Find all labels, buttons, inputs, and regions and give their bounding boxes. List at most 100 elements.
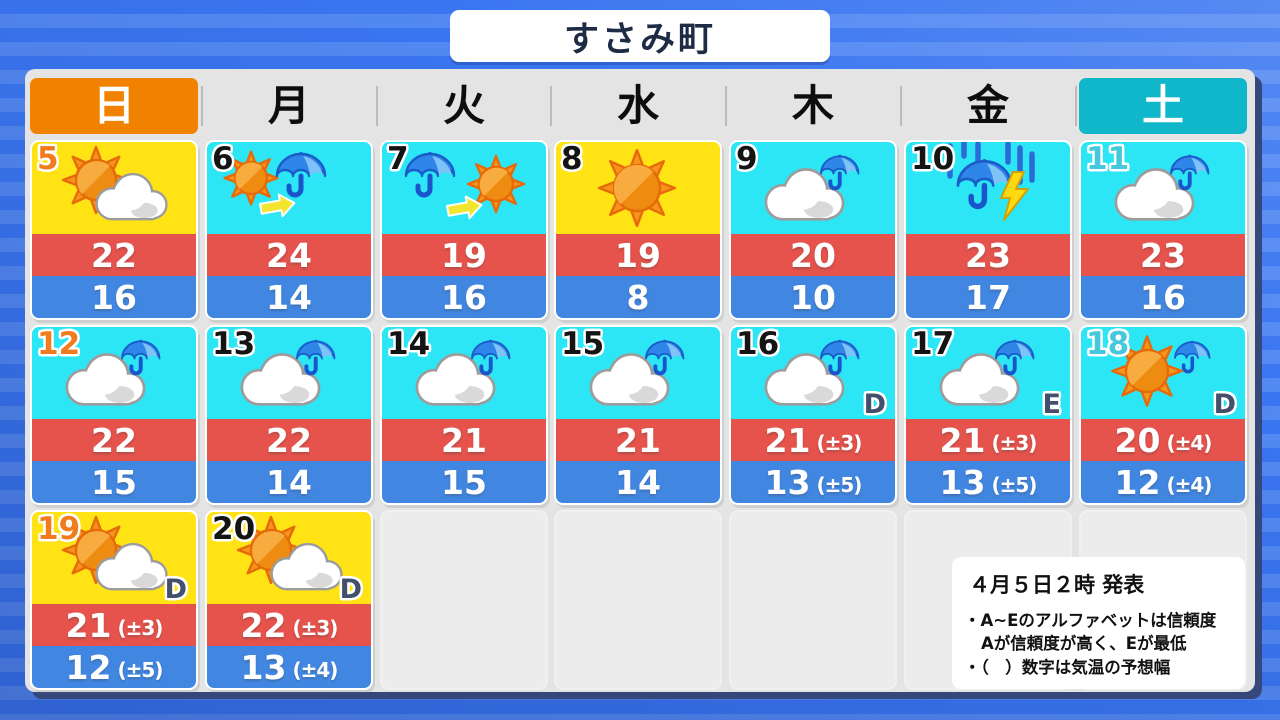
- header-divider: [201, 86, 203, 126]
- high-temp-range: (±4): [1166, 430, 1212, 455]
- date-label: 11: [1086, 141, 1130, 177]
- low-temp-band: 12 (±4): [1081, 461, 1245, 503]
- weekday-header-sun: 日: [30, 78, 198, 134]
- reliability-badge: D: [863, 389, 886, 420]
- high-temp-band: 22: [32, 419, 196, 461]
- day-cell-11: 11 23 16: [1079, 140, 1247, 320]
- low-temp: 13: [240, 647, 287, 687]
- low-temp-band: 13 (±4): [207, 646, 371, 688]
- date-label: 12: [37, 326, 81, 362]
- low-temp: 15: [441, 462, 487, 502]
- high-temp: 23: [1140, 235, 1186, 275]
- low-temp-band: 14: [556, 461, 720, 503]
- high-temp-band: 20 (±4): [1081, 419, 1245, 461]
- sky-area: 5: [32, 142, 196, 234]
- low-temp: 12: [65, 647, 112, 687]
- high-temp-range: (±3): [292, 615, 338, 640]
- high-temp-range: (±3): [816, 430, 862, 455]
- sky-area: 6: [207, 142, 371, 234]
- date-label: 5: [37, 141, 59, 177]
- low-temp-range: (±5): [816, 472, 862, 497]
- low-temp: 16: [1140, 277, 1186, 317]
- low-temp: 14: [266, 277, 312, 317]
- low-temp-range: (±4): [292, 657, 338, 682]
- low-temp: 8: [626, 277, 650, 317]
- day-cell-14: 14 21 15: [380, 325, 548, 505]
- high-temp-band: 22: [32, 234, 196, 276]
- high-temp-band: 21: [382, 419, 546, 461]
- high-temp: 22: [266, 420, 312, 460]
- sky-area: 12: [32, 327, 196, 419]
- high-temp-band: 21: [556, 419, 720, 461]
- empty-cell: [729, 510, 897, 690]
- date-label: 19: [37, 511, 81, 547]
- high-temp-band: 22: [207, 419, 371, 461]
- day-cell-7: 7 19 16: [380, 140, 548, 320]
- low-temp-range: (±5): [117, 657, 163, 682]
- sky-area: 8: [556, 142, 720, 234]
- low-temp-band: 17: [906, 276, 1070, 318]
- low-temp: 16: [91, 277, 137, 317]
- low-temp-band: 13 (±5): [906, 461, 1070, 503]
- day-cell-18: 18 D 20 (±4) 12 (±4): [1079, 325, 1247, 505]
- legend-line-range: ・（ ）数字は気温の予想幅: [964, 657, 1171, 677]
- date-label: 14: [387, 326, 431, 362]
- low-temp-range: (±5): [991, 472, 1037, 497]
- empty-cell: [554, 510, 722, 690]
- high-temp-band: 20: [731, 234, 895, 276]
- day-cell-5: 5 22 16: [30, 140, 198, 320]
- day-cell-10: 10 23 17: [904, 140, 1072, 320]
- high-temp: 21: [615, 420, 661, 460]
- legend-line-reliability: ・A~Eのアルファベットは信頼度: [964, 611, 1217, 630]
- high-temp-band: 19: [382, 234, 546, 276]
- location-title: すさみ町: [450, 10, 830, 62]
- day-cell-9: 9 20 10: [729, 140, 897, 320]
- day-cell-16: 16 D 21 (±3) 13 (±5): [729, 325, 897, 505]
- day-cell-19: 19 D 21 (±3) 12 (±5): [30, 510, 198, 690]
- high-temp-band: 23: [906, 234, 1070, 276]
- day-cell-12: 12 22 15: [30, 325, 198, 505]
- high-temp-band: 23: [1081, 234, 1245, 276]
- date-label: 13: [212, 326, 256, 362]
- date-label: 15: [561, 326, 605, 362]
- day-cell-6: 6 24 14: [205, 140, 373, 320]
- weekday-header-fri: 金: [966, 81, 1009, 130]
- low-temp-band: 15: [382, 461, 546, 503]
- high-temp: 22: [91, 420, 137, 460]
- date-label: 20: [212, 511, 256, 547]
- header-divider: [550, 86, 552, 126]
- low-temp: 13: [764, 462, 811, 502]
- high-temp: 20: [1114, 420, 1161, 460]
- date-label: 9: [736, 141, 758, 177]
- issued-time-label: ４月５日２時 発表: [969, 573, 1145, 597]
- date-label: 17: [911, 326, 955, 362]
- low-temp: 13: [939, 462, 986, 502]
- reliability-badge: D: [339, 574, 362, 605]
- low-temp-range: (±4): [1166, 472, 1212, 497]
- sky-area: 13: [207, 327, 371, 419]
- high-temp: 21: [441, 420, 487, 460]
- low-temp: 14: [266, 462, 312, 502]
- reliability-badge: D: [164, 574, 187, 605]
- high-temp: 22: [91, 235, 137, 275]
- high-temp-band: 24: [207, 234, 371, 276]
- date-label: 8: [561, 141, 583, 177]
- sky-area: 19 D: [32, 512, 196, 604]
- low-temp-band: 14: [207, 461, 371, 503]
- high-temp-band: 21 (±3): [906, 419, 1070, 461]
- low-temp-band: 10: [731, 276, 895, 318]
- weekday-header-sat: 土: [1079, 78, 1247, 134]
- weekday-header-wed: 水: [616, 81, 659, 130]
- header-divider: [900, 86, 902, 126]
- legend-line-reliability-2: Aが信頼度が高く、Eが最低: [981, 634, 1187, 654]
- forecast-calendar-panel: 日月火水木金土 5 22 16 6 24 14 7 19 16 8 19 8 9 20 10: [25, 69, 1255, 692]
- high-temp-band: 21 (±3): [32, 604, 196, 646]
- high-temp: 19: [441, 235, 487, 275]
- date-label: 7: [387, 141, 409, 177]
- low-temp-band: 13 (±5): [731, 461, 895, 503]
- date-label: 6: [212, 141, 234, 177]
- high-temp: 21: [939, 420, 986, 460]
- high-temp-band: 22 (±3): [207, 604, 371, 646]
- date-label: 16: [736, 326, 780, 362]
- day-cell-20: 20 D 22 (±3) 13 (±4): [205, 510, 373, 690]
